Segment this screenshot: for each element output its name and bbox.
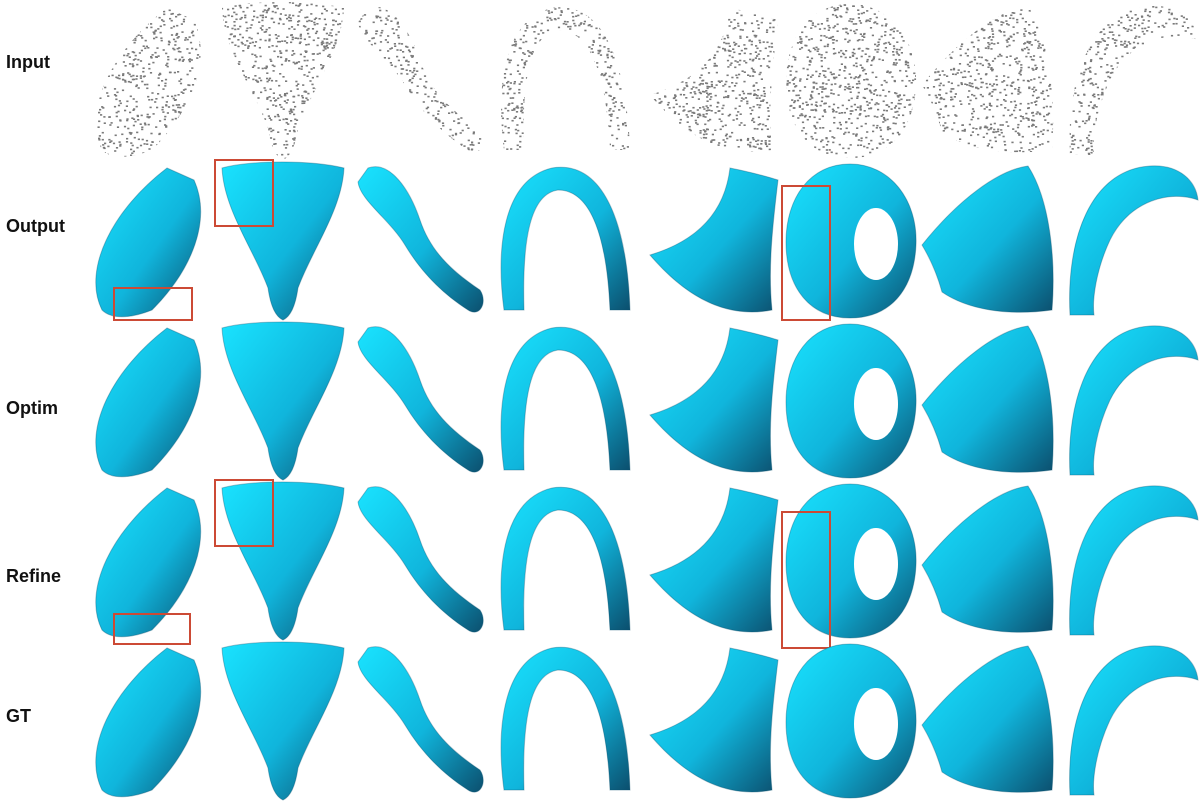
saddle-sheet-icon [95, 487, 202, 645]
arch-tube-icon [500, 486, 631, 631]
dome-patch-icon [921, 325, 1054, 473]
saddle-sheet-icon [95, 647, 202, 798]
thin-arch-icon [1069, 5, 1199, 155]
row-label-optim: Optim [6, 398, 58, 418]
input-cell-3 [350, 0, 492, 162]
gt-cell-5 [640, 640, 782, 802]
optim-cell-1 [72, 320, 214, 482]
curved-patch-icon [649, 487, 779, 633]
refine-cell-4 [492, 480, 634, 642]
thin-arch-icon [1069, 165, 1199, 316]
gt-cell-2 [212, 640, 354, 802]
gt-cell-6 [780, 640, 922, 802]
refine-cell-8 [1060, 480, 1202, 642]
output-cell-5 [640, 160, 782, 322]
funnel-icon [221, 321, 345, 481]
dome-patch-icon [921, 645, 1054, 793]
dome-patch-icon [921, 165, 1054, 313]
row-label-gt: GT [6, 706, 31, 726]
row-label-output: Output [6, 216, 65, 236]
refine-cell-1 [72, 480, 214, 645]
ring-disc-icon [781, 483, 917, 649]
refine-cell-7 [918, 480, 1060, 642]
funnel-icon [214, 479, 345, 641]
arch-tube-icon [500, 326, 631, 471]
thin-arch-icon [1069, 485, 1199, 636]
output-cell-3 [350, 160, 492, 322]
output-cell-2 [212, 159, 354, 322]
funnel-icon [221, 641, 345, 801]
output-cell-7 [918, 160, 1060, 322]
saddle-sheet-icon [95, 327, 202, 478]
input-cell-4 [492, 0, 634, 162]
funnel-icon [214, 159, 345, 321]
input-cell-7 [918, 0, 1060, 162]
dome-patch-icon [921, 485, 1054, 633]
s-tube-icon [357, 326, 484, 473]
output-cell-8 [1060, 160, 1202, 322]
input-cell-5 [640, 0, 782, 162]
optim-cell-4 [492, 320, 634, 482]
thin-arch-icon [1069, 325, 1199, 476]
s-tube-icon [358, 6, 484, 153]
ring-disc-icon [785, 323, 917, 479]
refine-cell-5 [640, 480, 782, 642]
row-label-refine: Refine [6, 566, 62, 586]
s-tube-icon [357, 486, 484, 633]
optim-cell-5 [640, 320, 782, 482]
saddle-sheet-icon [95, 8, 201, 157]
gt-cell-3 [350, 640, 492, 802]
saddle-sheet-icon [95, 167, 202, 321]
ring-disc-icon [785, 643, 917, 799]
arch-tube-icon [500, 646, 631, 791]
input-cell-1 [72, 0, 214, 162]
input-cell-8 [1060, 0, 1202, 162]
refine-cell-6 [780, 480, 922, 649]
gt-cell-1 [72, 640, 214, 802]
refine-cell-2 [212, 479, 354, 642]
funnel-icon [222, 2, 344, 160]
s-tube-icon [357, 166, 484, 313]
optim-cell-7 [918, 320, 1060, 482]
optim-cell-3 [350, 320, 492, 482]
output-cell-6 [780, 160, 922, 322]
thin-arch-icon [1069, 645, 1199, 796]
gt-cell-8 [1060, 640, 1202, 802]
gt-cell-7 [918, 640, 1060, 802]
row-label-input: Input [6, 52, 50, 72]
optim-cell-2 [212, 320, 354, 482]
ring-disc-icon [786, 4, 917, 158]
output-cell-4 [492, 160, 634, 322]
refine-cell-3 [350, 480, 492, 642]
dome-patch-icon [922, 6, 1054, 153]
curved-patch-icon [649, 647, 779, 793]
s-tube-icon [357, 646, 484, 793]
optim-cell-8 [1060, 320, 1202, 482]
curved-patch-icon [649, 327, 779, 473]
optim-cell-6 [780, 320, 922, 482]
ring-disc-icon [781, 163, 917, 321]
gt-cell-4 [492, 640, 634, 802]
curved-patch-icon [650, 8, 778, 152]
curved-patch-icon [649, 167, 779, 313]
arch-tube-icon [500, 166, 631, 311]
input-cell-6 [780, 0, 922, 162]
input-cell-2 [212, 0, 354, 162]
arch-tube-icon [501, 7, 630, 151]
output-cell-1 [72, 160, 214, 322]
